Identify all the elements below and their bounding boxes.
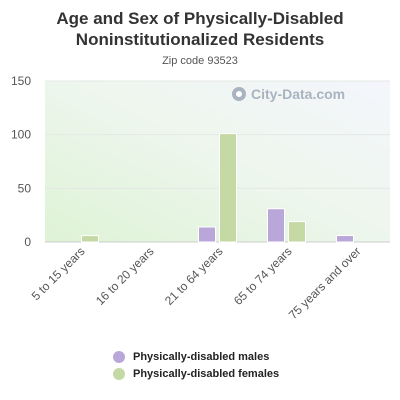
legend-item-females: Physically-disabled females: [113, 366, 279, 382]
y-tick-labels: 0 50 100 150: [11, 74, 31, 249]
bar-females: [288, 221, 306, 243]
legend: Physically-disabled males Physically-dis…: [113, 349, 279, 383]
watermark-text: City-Data.com: [251, 86, 346, 102]
bar-females: [81, 235, 99, 243]
gridlines: [45, 80, 390, 189]
watermark: City-Data.com: [232, 86, 345, 102]
x-tick-label: 16 to 20 years: [93, 244, 157, 308]
legend-label-males: Physically-disabled males: [133, 351, 270, 363]
y-tick-label: 100: [11, 128, 31, 142]
y-tick-label: 150: [11, 74, 31, 88]
legend-item-males: Physically-disabled males: [113, 349, 279, 365]
x-tick-labels: 5 to 15 years 16 to 20 years 21 to 64 year…: [29, 244, 364, 322]
chart-subtitle: Zip code 93523: [162, 55, 238, 67]
bar-females: [219, 133, 237, 243]
x-tick-label: 21 to 64 years: [162, 244, 226, 308]
plot-area: [45, 81, 390, 242]
bars: [81, 133, 354, 243]
x-tick-label: 5 to 15 years: [29, 244, 88, 303]
bar-males: [198, 226, 216, 243]
legend-swatch-females: [113, 368, 125, 380]
x-tick-label: 75 years and over: [286, 244, 364, 322]
bar-males: [336, 235, 354, 243]
x-tick-label: 65 to 74 years: [231, 244, 295, 308]
legend-label-females: Physically-disabled females: [133, 368, 280, 380]
watermark-icon: [232, 87, 246, 101]
legend-swatch-males: [113, 351, 125, 363]
y-tick-label: 50: [18, 181, 32, 195]
y-tick-label: 0: [24, 235, 31, 249]
chart-title: Age and Sex of Physically-Disabled Nonin…: [56, 9, 344, 49]
bar-males: [267, 208, 285, 243]
